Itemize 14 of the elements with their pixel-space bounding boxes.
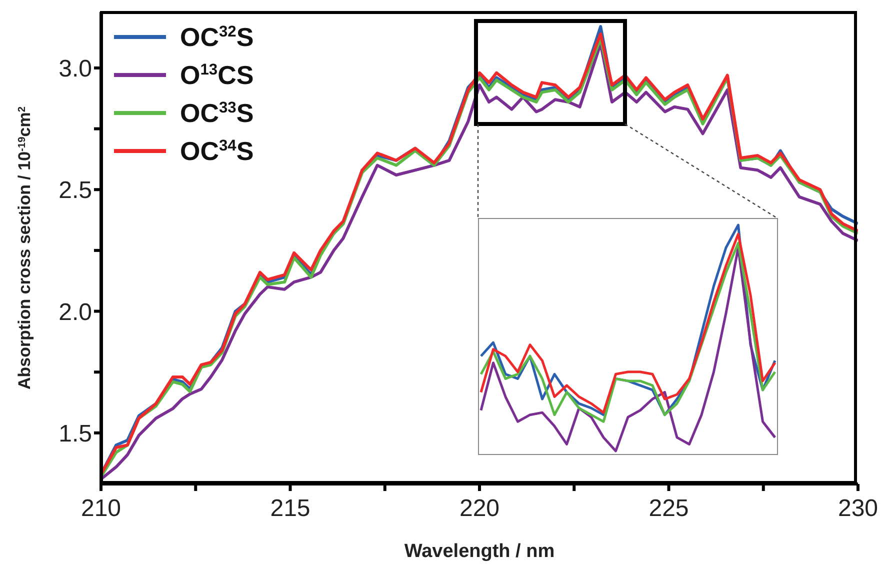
x-tick-label: 210 [80, 495, 122, 522]
legend-label: OC$^{34}$S [180, 136, 254, 166]
x-tick-label: 220 [459, 495, 500, 522]
x-tick-label: 225 [648, 495, 689, 522]
y-tick-label: 2.5 [58, 177, 92, 204]
x-axis-title: Wavelength / nm [404, 541, 555, 562]
legend-label: O$^{13}$CS [180, 60, 254, 90]
legend-label: OC$^{32}$S [180, 22, 254, 52]
x-tick-label: 230 [838, 495, 878, 522]
x-tick-label: 215 [270, 495, 310, 522]
y-tick-label: 3.0 [58, 55, 92, 82]
y-tick-label: 1.5 [58, 420, 92, 448]
text: 2.0 [58, 298, 92, 326]
legend-label: OC$^{33}$S [180, 98, 254, 128]
